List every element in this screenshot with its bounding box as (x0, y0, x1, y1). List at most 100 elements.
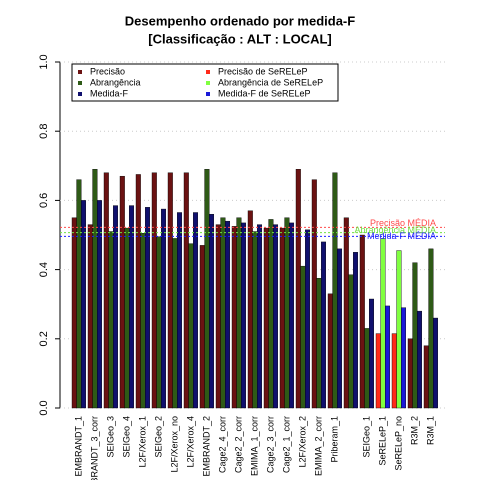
bar (284, 217, 290, 409)
bar (167, 172, 173, 409)
legend-swatch (206, 81, 210, 85)
bar (176, 212, 182, 409)
reference-label: Medida-F MÉDIA (367, 231, 436, 241)
y-tick-label: 0.0 (38, 400, 50, 415)
bar (240, 222, 246, 409)
x-tick-label: SeRELeP_1 (377, 416, 387, 466)
bar (311, 179, 317, 409)
bar (208, 214, 214, 409)
bar (385, 305, 391, 409)
x-tick-label: SEIGeo_1 (361, 416, 371, 458)
bar (316, 278, 322, 409)
chart-title: Desempenho ordenado por medida-F (125, 13, 355, 28)
bar (300, 265, 306, 409)
x-tick-label: Cage2_3_corr (265, 416, 275, 473)
bar (215, 224, 221, 409)
bar (423, 345, 429, 409)
legend-swatch (78, 92, 82, 96)
bar (332, 172, 338, 409)
bar (144, 207, 150, 409)
legend-label: Abrangência de SeRELeP (218, 77, 323, 87)
bar (268, 219, 274, 409)
bar (353, 252, 359, 409)
bar (188, 243, 194, 409)
bar (151, 172, 157, 409)
x-tick-label: R3M_1 (425, 416, 435, 445)
chart-subtitle: [Classificação : ALT : LOCAL] (148, 31, 331, 46)
bar (172, 238, 178, 409)
bar (327, 293, 333, 409)
bar (80, 200, 86, 409)
bar (96, 200, 102, 409)
x-tick-label: SEIGeo_3 (105, 416, 115, 458)
bar (92, 169, 98, 409)
legend-swatch (78, 81, 82, 85)
y-tick-label: 0.8 (38, 124, 50, 139)
bar (348, 274, 354, 409)
bar (295, 169, 301, 409)
y-tick-label: 0.4 (38, 262, 50, 277)
bar (220, 217, 226, 409)
legend-label: Abrangência (90, 77, 141, 87)
bar (236, 217, 242, 409)
y-tick-label: 0.2 (38, 331, 50, 346)
bar (369, 298, 375, 409)
bar (71, 217, 77, 409)
legend-label: Precisão (90, 66, 125, 76)
x-tick-label: L2F/Xerox_4 (185, 416, 195, 468)
bar (183, 172, 189, 409)
bar (199, 245, 205, 409)
legend-swatch (206, 92, 210, 96)
bar (364, 328, 370, 409)
x-tick-label: Cage2_2_corr (233, 416, 243, 473)
legend-label: Precisão de SeRELeP (218, 66, 308, 76)
x-tick-label: EMBRANDT_1 (73, 416, 83, 477)
bar (247, 210, 253, 409)
bar (380, 238, 386, 409)
bar (140, 233, 146, 409)
y-tick-label: 0.6 (38, 193, 50, 208)
x-tick-label: SeRELeP_no (393, 416, 403, 471)
x-tick-label: L2F/Xerox_no (169, 416, 179, 473)
legend-swatch (206, 70, 210, 74)
bar (417, 310, 423, 409)
bar (337, 248, 343, 409)
bar (305, 229, 311, 409)
bar (103, 172, 109, 409)
x-tick-label: Priberam_1 (329, 416, 339, 463)
x-tick-label: EMBRANDT_2 (201, 416, 211, 477)
bar (359, 234, 365, 409)
bar (231, 226, 237, 409)
x-tick-label: EMIMA_1_corr (249, 416, 259, 476)
x-tick-label: L2F/Xerox_2 (297, 416, 307, 468)
bar (412, 262, 418, 409)
x-tick-label: BRANDT_3_corr (89, 416, 99, 480)
bar (124, 227, 130, 409)
bar (87, 224, 93, 409)
bar (252, 231, 258, 409)
x-tick-label: L2F/Xerox_1 (137, 416, 147, 468)
reference-label: Precisão MÉDIA (370, 218, 436, 228)
bar (428, 248, 434, 409)
bar (257, 224, 263, 409)
bar (321, 241, 327, 409)
legend-swatch (78, 70, 82, 74)
bar (192, 212, 198, 409)
bar (263, 227, 269, 409)
reference-label: Abrangência MÉDIA (354, 225, 436, 235)
bar (135, 174, 141, 409)
x-tick-label: R3M_2 (409, 416, 419, 445)
bar (396, 250, 402, 409)
x-tick-label: Cage2_1_corr (281, 416, 291, 473)
legend-box (71, 63, 339, 102)
bar (128, 205, 134, 409)
y-tick-label: 1.0 (38, 54, 50, 69)
legend-label: Medida-F (90, 88, 129, 98)
bar (108, 231, 114, 409)
bar (279, 227, 285, 409)
bar (76, 179, 82, 409)
bar (156, 236, 162, 409)
bar (433, 317, 439, 409)
